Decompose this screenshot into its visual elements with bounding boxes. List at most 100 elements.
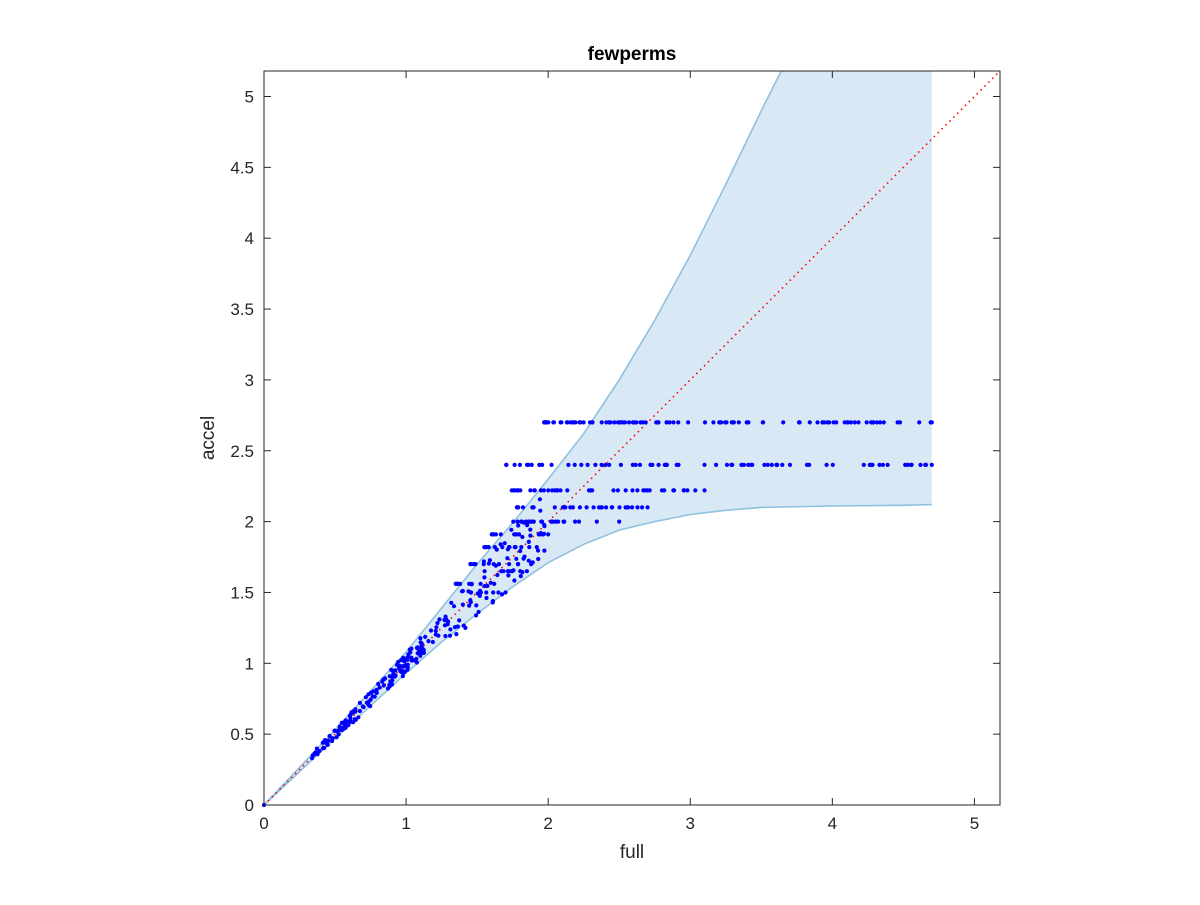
data-point (434, 625, 439, 630)
data-point (538, 488, 544, 493)
data-point (387, 684, 392, 689)
data-point (505, 556, 510, 561)
data-point (604, 505, 609, 510)
data-point (527, 545, 532, 550)
data-point (543, 420, 548, 425)
data-point (804, 462, 810, 467)
data-point (492, 545, 497, 550)
data-point (542, 522, 547, 527)
data-point (528, 488, 533, 493)
data-point (516, 505, 521, 510)
data-point (371, 689, 376, 694)
data-point (552, 505, 557, 510)
data-point (381, 683, 386, 688)
data-point (599, 462, 604, 467)
data-point (667, 420, 672, 425)
data-point (830, 462, 835, 467)
data-point (433, 632, 438, 637)
data-point (551, 420, 557, 425)
data-point (549, 519, 554, 524)
data-point (394, 662, 400, 667)
data-point (528, 533, 533, 538)
data-point (546, 488, 551, 493)
data-point (845, 420, 850, 425)
data-point (518, 569, 523, 574)
data-point (573, 519, 578, 524)
data-point (630, 505, 635, 510)
data-point (495, 572, 500, 578)
data-point (481, 562, 486, 567)
data-point (577, 420, 582, 425)
data-point (797, 420, 802, 425)
data-point (408, 650, 413, 655)
data-point (558, 420, 563, 425)
data-point (662, 462, 667, 467)
data-point (749, 462, 754, 467)
y-tick-label: 0.5 (230, 725, 254, 744)
data-point (537, 462, 542, 467)
data-point (598, 505, 604, 510)
data-point (637, 462, 643, 467)
data-point (437, 617, 442, 622)
data-point (780, 462, 785, 467)
data-point (635, 488, 640, 493)
data-point (775, 462, 780, 467)
data-point (482, 569, 487, 574)
data-point (572, 462, 577, 467)
data-point (405, 665, 410, 670)
data-point (486, 561, 491, 566)
data-point (364, 700, 369, 705)
data-point (681, 488, 686, 493)
data-point (401, 655, 406, 660)
data-point (724, 462, 730, 467)
data-point (903, 462, 908, 467)
data-point (561, 519, 566, 524)
x-tick-label: 0 (259, 814, 268, 833)
data-point (702, 462, 707, 467)
data-point (485, 583, 490, 589)
data-point (473, 562, 478, 567)
data-point (511, 519, 516, 524)
data-point (584, 505, 589, 510)
data-point (520, 505, 526, 510)
data-point (357, 708, 362, 714)
data-point (504, 462, 509, 467)
data-point (512, 462, 517, 467)
data-point (502, 541, 507, 546)
data-point (490, 532, 495, 537)
data-point (871, 420, 876, 425)
data-point (445, 622, 450, 627)
data-point (448, 627, 453, 632)
tick-labels: 0 1 2 3 4 5 0 0.5 1 1.5 2 2.5 3 3.5 4 4.5 5 (230, 88, 979, 833)
data-point (618, 462, 624, 467)
data-point (348, 719, 353, 724)
band-fill (264, 71, 932, 805)
data-point (746, 462, 751, 467)
data-point (820, 420, 825, 425)
data-point (516, 523, 521, 528)
data-point (522, 554, 527, 559)
data-point (366, 692, 371, 697)
data-point (449, 600, 454, 605)
data-point (626, 505, 631, 510)
data-point (585, 462, 590, 467)
data-point (827, 420, 832, 425)
data-point (885, 462, 890, 467)
data-point (414, 656, 419, 662)
data-point (503, 590, 508, 595)
data-point (409, 646, 414, 651)
y-tick-label: 4 (245, 229, 254, 248)
data-point (514, 556, 519, 561)
data-point (454, 632, 459, 637)
data-point (357, 700, 362, 706)
data-point (519, 519, 525, 524)
data-point (444, 617, 449, 622)
data-point (787, 462, 793, 467)
data-point (526, 462, 531, 467)
data-point (390, 678, 395, 683)
axes (263, 70, 1001, 806)
data-point (693, 488, 698, 493)
data-point (498, 532, 503, 537)
data-point (322, 745, 327, 751)
data-point (517, 462, 523, 467)
